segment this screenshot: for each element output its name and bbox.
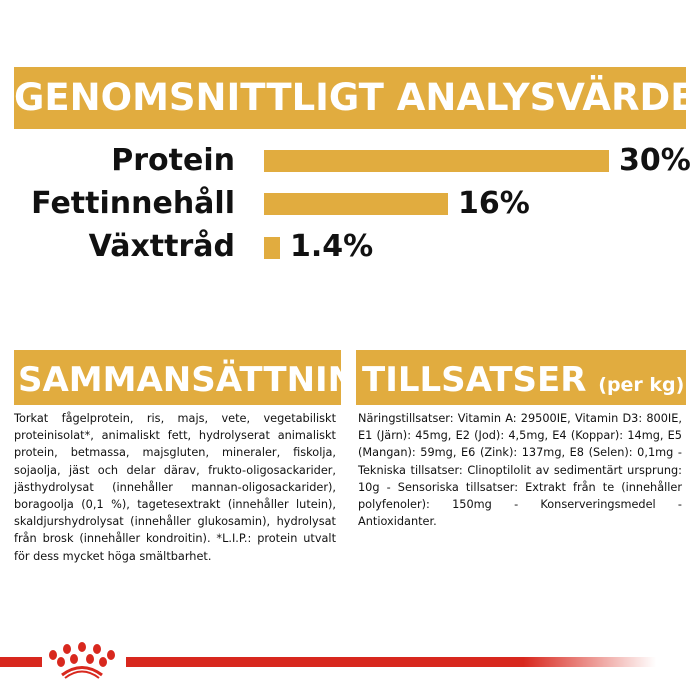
additives-title: TILLSATSER (per kg) [356, 350, 686, 405]
composition-title: SAMMANSÄTTNING [14, 350, 384, 405]
additives-title-text: TILLSATSER [362, 360, 587, 400]
fat-bar [264, 193, 448, 215]
fat-value: 16% [458, 186, 530, 221]
protein-label: Protein [111, 143, 235, 178]
royal-canin-crown-icon [49, 642, 115, 679]
additives-unit: (per kg) [598, 374, 685, 396]
protein-value: 30% [619, 143, 691, 178]
brand-line-right [126, 657, 656, 667]
brand-line-left [0, 657, 42, 667]
additives-text: Näringstillsatser: Vitamin A: 29500IE, V… [358, 412, 682, 529]
fiber-value: 1.4% [290, 229, 374, 264]
fiber-bar [264, 237, 280, 259]
analysis-title: GENOMSNITTLIGT ANALYSVÄRDE [14, 67, 696, 129]
protein-bar [264, 150, 609, 172]
fat-label: Fettinnehåll [31, 186, 235, 221]
composition-text: Torkat fågelprotein, ris, majs, vete, ve… [14, 412, 336, 563]
fiber-label: Växttråd [88, 229, 235, 264]
